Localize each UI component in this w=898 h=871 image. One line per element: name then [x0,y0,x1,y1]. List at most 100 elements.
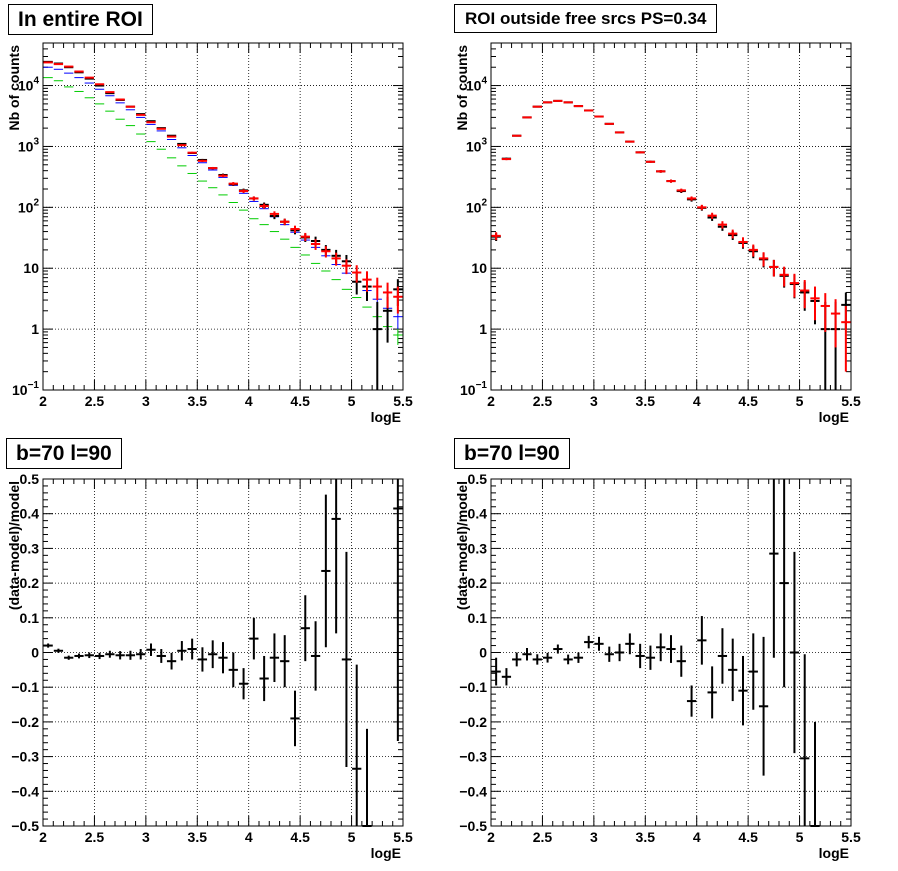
axis-ticks [42,42,404,391]
data-point [156,649,166,663]
x-tick-label: 3 [590,393,598,409]
tick-labels: 2 2.5 3 3.5 4 4.5 5 5.5 10−1 1 10 102 103 104 [460,76,861,409]
data-point [810,286,820,321]
data-point [512,652,522,667]
data-point [800,280,810,309]
data-point [656,170,666,173]
series-2 [491,99,851,372]
data-point [146,121,156,124]
data-point [491,232,501,241]
y-axis-label: Nb of counts [6,45,22,131]
data-point [372,301,382,390]
data-point [197,159,208,162]
y-tick-label: 1 [479,321,487,337]
y-tick-label: 10−1 [12,380,39,398]
data-point [177,641,187,661]
y-tick-label: 0 [479,645,487,661]
data-point [74,653,84,659]
data-point [300,232,310,241]
data-point [218,174,228,178]
data-point [707,666,717,719]
x-tick-label: 4.5 [290,393,310,409]
data-point [208,166,218,170]
data-point [105,91,115,94]
data-point [228,652,238,688]
data-point [542,652,553,663]
y-tick-label: 102 [466,197,488,215]
data-point [228,182,238,186]
x-tick-label: 5 [348,829,356,845]
data-point [321,494,331,648]
series-1 [43,77,403,345]
x-tick-label: 5.5 [393,393,413,409]
tick-labels: 2 2.5 3 3.5 4 4.5 5 5.5 10−1 1 10 102 103 104 [12,76,413,409]
data-point [532,105,542,108]
data-point [501,158,512,161]
x-tick-label: 2 [487,829,495,845]
data-point [594,115,604,118]
y-tick-label: −0.3 [459,749,487,765]
data-point [352,664,362,826]
data-point [841,305,851,372]
y-tick-label: 0.4 [468,506,488,522]
y-tick-label: 0.2 [20,575,40,591]
series-3 [43,60,403,390]
data-point [656,633,666,662]
y-tick-label: −0.1 [11,679,39,695]
data-points [43,479,403,827]
data-point [280,218,290,226]
y-tick-label: −0.2 [11,714,39,730]
data-point [238,189,249,193]
data-point [717,221,728,229]
data-point [290,690,300,747]
data-point [269,211,280,217]
x-tick-label: 2.5 [85,829,105,845]
x-tick-label: 4.5 [290,829,310,845]
data-point [584,109,594,112]
y-tick-label: 0.4 [20,506,40,522]
x-tick-label: 2 [487,393,495,409]
data-point [208,640,218,669]
data-point [372,277,382,301]
data-point [738,655,748,726]
data-point [645,645,656,670]
plot-panel-3: 2 2.5 3 3.5 4 4.5 5 5.5 −0.5 −0.4 −0.3 −0.2 −0.1 0 0.1… [6,471,413,861]
tick-labels: 2 2.5 3 3.5 4 4.5 5 5.5 −0.5 −0.4 −0.3 −0.2 −0.1 0 0.1… [11,471,413,845]
y-tick-label: 104 [18,76,40,94]
data-point [645,160,656,163]
data-point [789,551,800,754]
x-tick-label: 5 [348,393,356,409]
data-point [331,479,341,634]
panel-title-3: b=70 l=90 [6,438,122,469]
data-point [666,635,676,663]
data-point [666,179,676,183]
x-axis-label: logE [819,845,849,861]
y-tick-label: −0.5 [11,818,39,834]
y-tick-label: 103 [466,136,488,154]
data-point [310,621,321,691]
data-point [43,643,53,648]
data-point [635,151,645,154]
data-point [573,652,584,663]
x-tick-label: 3 [142,829,150,845]
data-point [676,645,686,677]
data-point [686,196,697,201]
data-point [280,635,290,688]
data-point [393,327,403,345]
axis-ticks [490,42,852,391]
data-point [321,246,331,258]
data-point [166,135,177,138]
data-point [769,479,779,658]
x-tick-label: 2.5 [85,393,105,409]
data-point [728,229,738,239]
data-point [614,131,625,134]
y-tick-label: 103 [18,136,40,154]
data-point [810,721,820,827]
data-point [604,122,614,125]
data-point [187,638,197,660]
series-1 [491,479,820,827]
x-tick-label: 5.5 [841,393,861,409]
series-1 [43,479,403,827]
y-tick-label: 1 [31,321,39,337]
